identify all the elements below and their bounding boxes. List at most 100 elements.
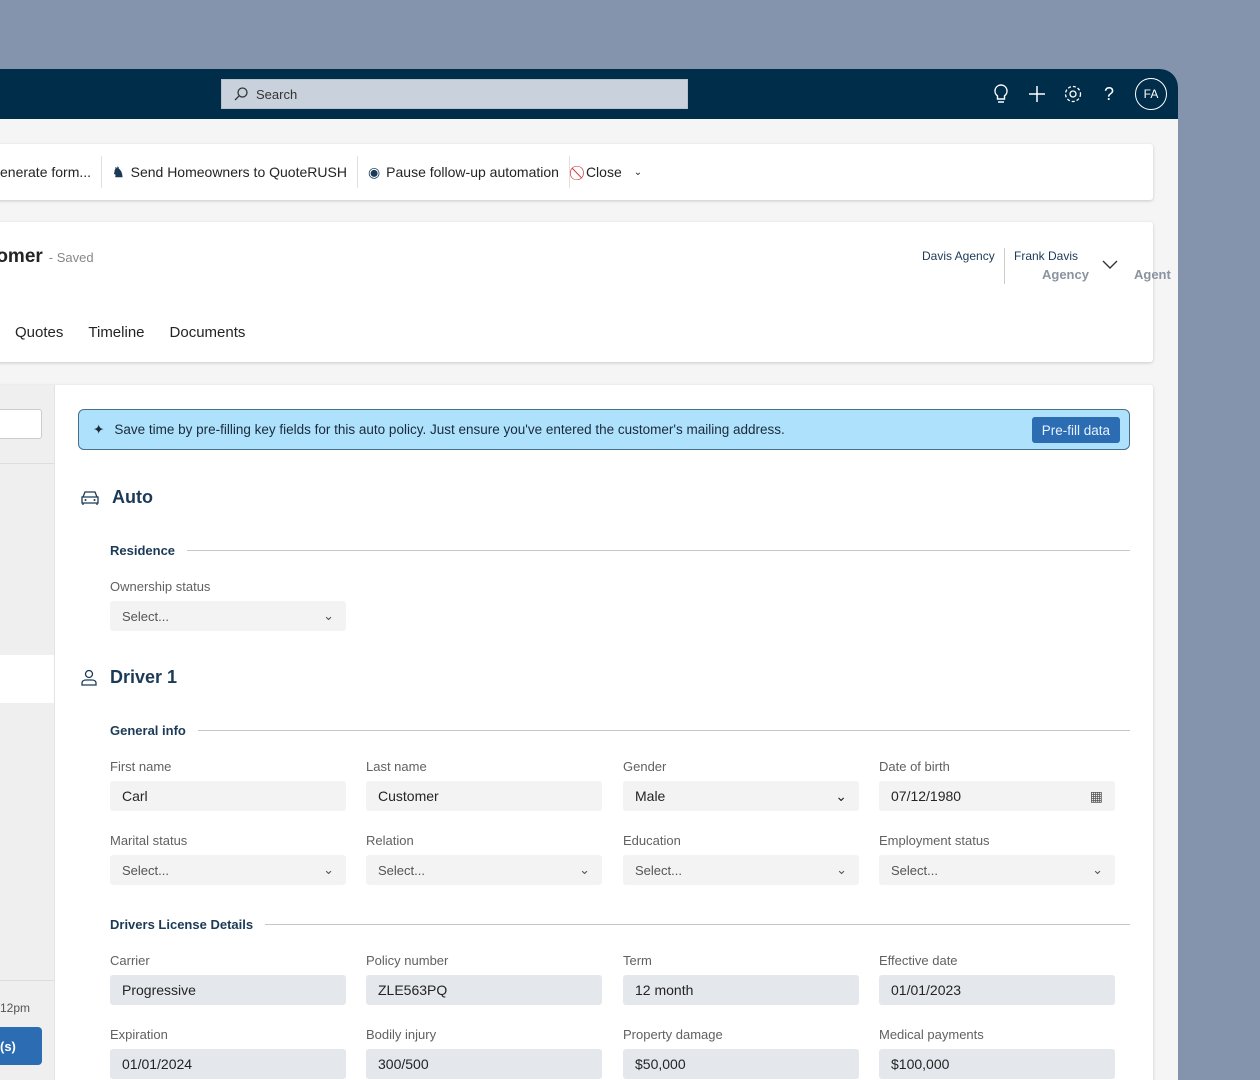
- chevron-down-icon: ⌄: [579, 862, 590, 877]
- employment-status-select[interactable]: Select... ⌄: [879, 855, 1115, 885]
- relation-value: Select...: [378, 862, 425, 878]
- left-panel-time: 12pm: [0, 1001, 31, 1015]
- last-name-value: Customer: [378, 788, 439, 804]
- agency-owner[interactable]: Davis Agency Agency: [922, 249, 1089, 282]
- education-label: Education: [623, 833, 681, 848]
- property-damage-label: Property damage: [623, 1027, 723, 1042]
- gender-select[interactable]: Male ⌄: [623, 781, 859, 811]
- close-button[interactable]: ⃠Close⌄: [570, 156, 652, 188]
- quoterush-icon: ♞: [112, 163, 125, 180]
- tab-quotes[interactable]: Quotes: [15, 324, 64, 341]
- relation-label: Relation: [366, 833, 414, 848]
- medical-payments-field[interactable]: $100,000: [879, 1049, 1115, 1079]
- app-window: Search ? FA enerate form... ♞ Send Homeow…: [0, 69, 1178, 1080]
- form-panel: 12pm (s) ✦ Save time by pre-filling key …: [0, 385, 1153, 1080]
- property-damage-field[interactable]: $50,000: [623, 1049, 859, 1079]
- last-name-field[interactable]: Customer: [366, 781, 602, 811]
- relation-select[interactable]: Select... ⌄: [366, 855, 602, 885]
- effective-date-label: Effective date: [879, 953, 958, 968]
- policy-number-field[interactable]: ZLE563PQ: [366, 975, 602, 1005]
- command-bar: enerate form... ♞ Send Homeowners to Quot…: [0, 144, 1153, 200]
- pause-automation-button[interactable]: ◉ Pause follow-up automation: [358, 156, 570, 188]
- left-panel: 12pm (s): [0, 385, 55, 1080]
- ownership-status-select[interactable]: Select... ⌄: [110, 601, 346, 631]
- left-panel-button[interactable]: (s): [0, 1027, 42, 1065]
- lightbulb-icon[interactable]: [990, 83, 1012, 105]
- banner-text: Save time by pre-filling key fields for …: [114, 422, 785, 437]
- record-tabs: Quotes Timeline Documents: [15, 324, 245, 341]
- general-info-heading: General info: [110, 723, 1130, 738]
- marital-status-label: Marital status: [110, 833, 188, 848]
- marital-status-value: Select...: [122, 862, 169, 878]
- driver-section-title: Driver 1: [80, 667, 177, 688]
- term-label: Term: [623, 953, 652, 968]
- gender-label: Gender: [623, 759, 667, 774]
- gear-icon[interactable]: [1062, 83, 1084, 105]
- left-panel-selected-item[interactable]: [0, 655, 54, 703]
- calendar-icon[interactable]: ▦: [1089, 787, 1103, 804]
- carrier-label: Carrier: [110, 953, 150, 968]
- policy-number-label: Policy number: [366, 953, 449, 968]
- page-title: tomer- Saved: [0, 246, 94, 267]
- first-name-label: First name: [110, 759, 172, 774]
- bodily-injury-field[interactable]: 300/500: [366, 1049, 602, 1079]
- first-name-field[interactable]: Carl: [110, 781, 346, 811]
- search-input[interactable]: Search: [221, 79, 688, 109]
- chevron-down-icon: ⌄: [1092, 862, 1103, 877]
- prefill-data-button[interactable]: Pre-fill data: [1031, 417, 1120, 443]
- date-of-birth-value: 07/12/1980: [891, 788, 962, 804]
- chevron-down-icon: ⌄: [633, 166, 643, 178]
- last-name-label: Last name: [366, 759, 427, 774]
- send-quoterush-button[interactable]: ♞ Send Homeowners to QuoteRUSH: [102, 156, 358, 188]
- tab-timeline[interactable]: Timeline: [88, 324, 145, 341]
- expiration-value: 01/01/2024: [122, 1056, 193, 1072]
- chevron-down-icon: ⌄: [323, 862, 334, 877]
- car-icon: [81, 490, 99, 505]
- employment-status-value: Select...: [891, 862, 938, 878]
- education-select[interactable]: Select... ⌄: [623, 855, 859, 885]
- employment-status-label: Employment status: [879, 833, 990, 848]
- sparkle-icon: ✦: [93, 421, 105, 437]
- property-damage-value: $50,000: [635, 1056, 686, 1072]
- help-icon[interactable]: ?: [1103, 83, 1114, 104]
- plus-icon[interactable]: [1026, 83, 1048, 105]
- gender-value: Male: [635, 788, 666, 804]
- search-placeholder: Search: [256, 86, 298, 102]
- generate-form-button[interactable]: enerate form...: [0, 156, 103, 188]
- medical-payments-label: Medical payments: [879, 1027, 984, 1042]
- policy-number-value: ZLE563PQ: [378, 982, 448, 998]
- date-of-birth-label: Date of birth: [879, 759, 950, 774]
- pause-automation-label: Pause follow-up automation: [386, 164, 559, 180]
- bodily-injury-value: 300/500: [378, 1056, 429, 1072]
- divider: [1004, 248, 1005, 284]
- send-quoterush-label: Send Homeowners to QuoteRUSH: [130, 164, 347, 180]
- chevron-down-icon: ⌄: [323, 608, 334, 623]
- avatar[interactable]: FA: [1135, 78, 1167, 110]
- term-value: 12 month: [635, 982, 694, 998]
- left-panel-input[interactable]: [0, 409, 42, 439]
- auto-section-title: Auto: [80, 487, 153, 508]
- carrier-value: Progressive: [122, 982, 196, 998]
- chevron-down-icon: ⌄: [836, 862, 847, 877]
- top-bar: Search ? FA: [0, 69, 1178, 119]
- expiration-field[interactable]: 01/01/2024: [110, 1049, 346, 1079]
- effective-date-value: 01/01/2023: [891, 982, 962, 998]
- carrier-field[interactable]: Progressive: [110, 975, 346, 1005]
- generate-form-label: enerate form...: [0, 164, 92, 180]
- agent-owner[interactable]: Frank Davis Agent: [1014, 249, 1171, 282]
- medical-payments-value: $100,000: [891, 1056, 950, 1072]
- date-of-birth-field[interactable]: 07/12/1980 ▦: [879, 781, 1115, 811]
- ownership-status-label: Ownership status: [110, 579, 211, 594]
- bodily-injury-label: Bodily injury: [366, 1027, 437, 1042]
- first-name-value: Carl: [122, 788, 148, 804]
- term-field[interactable]: 12 month: [623, 975, 859, 1005]
- close-label: Close: [585, 164, 622, 180]
- prefill-banner: ✦ Save time by pre-filling key fields fo…: [78, 409, 1130, 450]
- marital-status-select[interactable]: Select... ⌄: [110, 855, 346, 885]
- tab-documents[interactable]: Documents: [169, 324, 246, 341]
- residence-heading: Residence: [110, 543, 1130, 558]
- effective-date-field[interactable]: 01/01/2023: [879, 975, 1115, 1005]
- person-icon: [81, 669, 97, 686]
- chevron-down-icon[interactable]: [1102, 260, 1118, 270]
